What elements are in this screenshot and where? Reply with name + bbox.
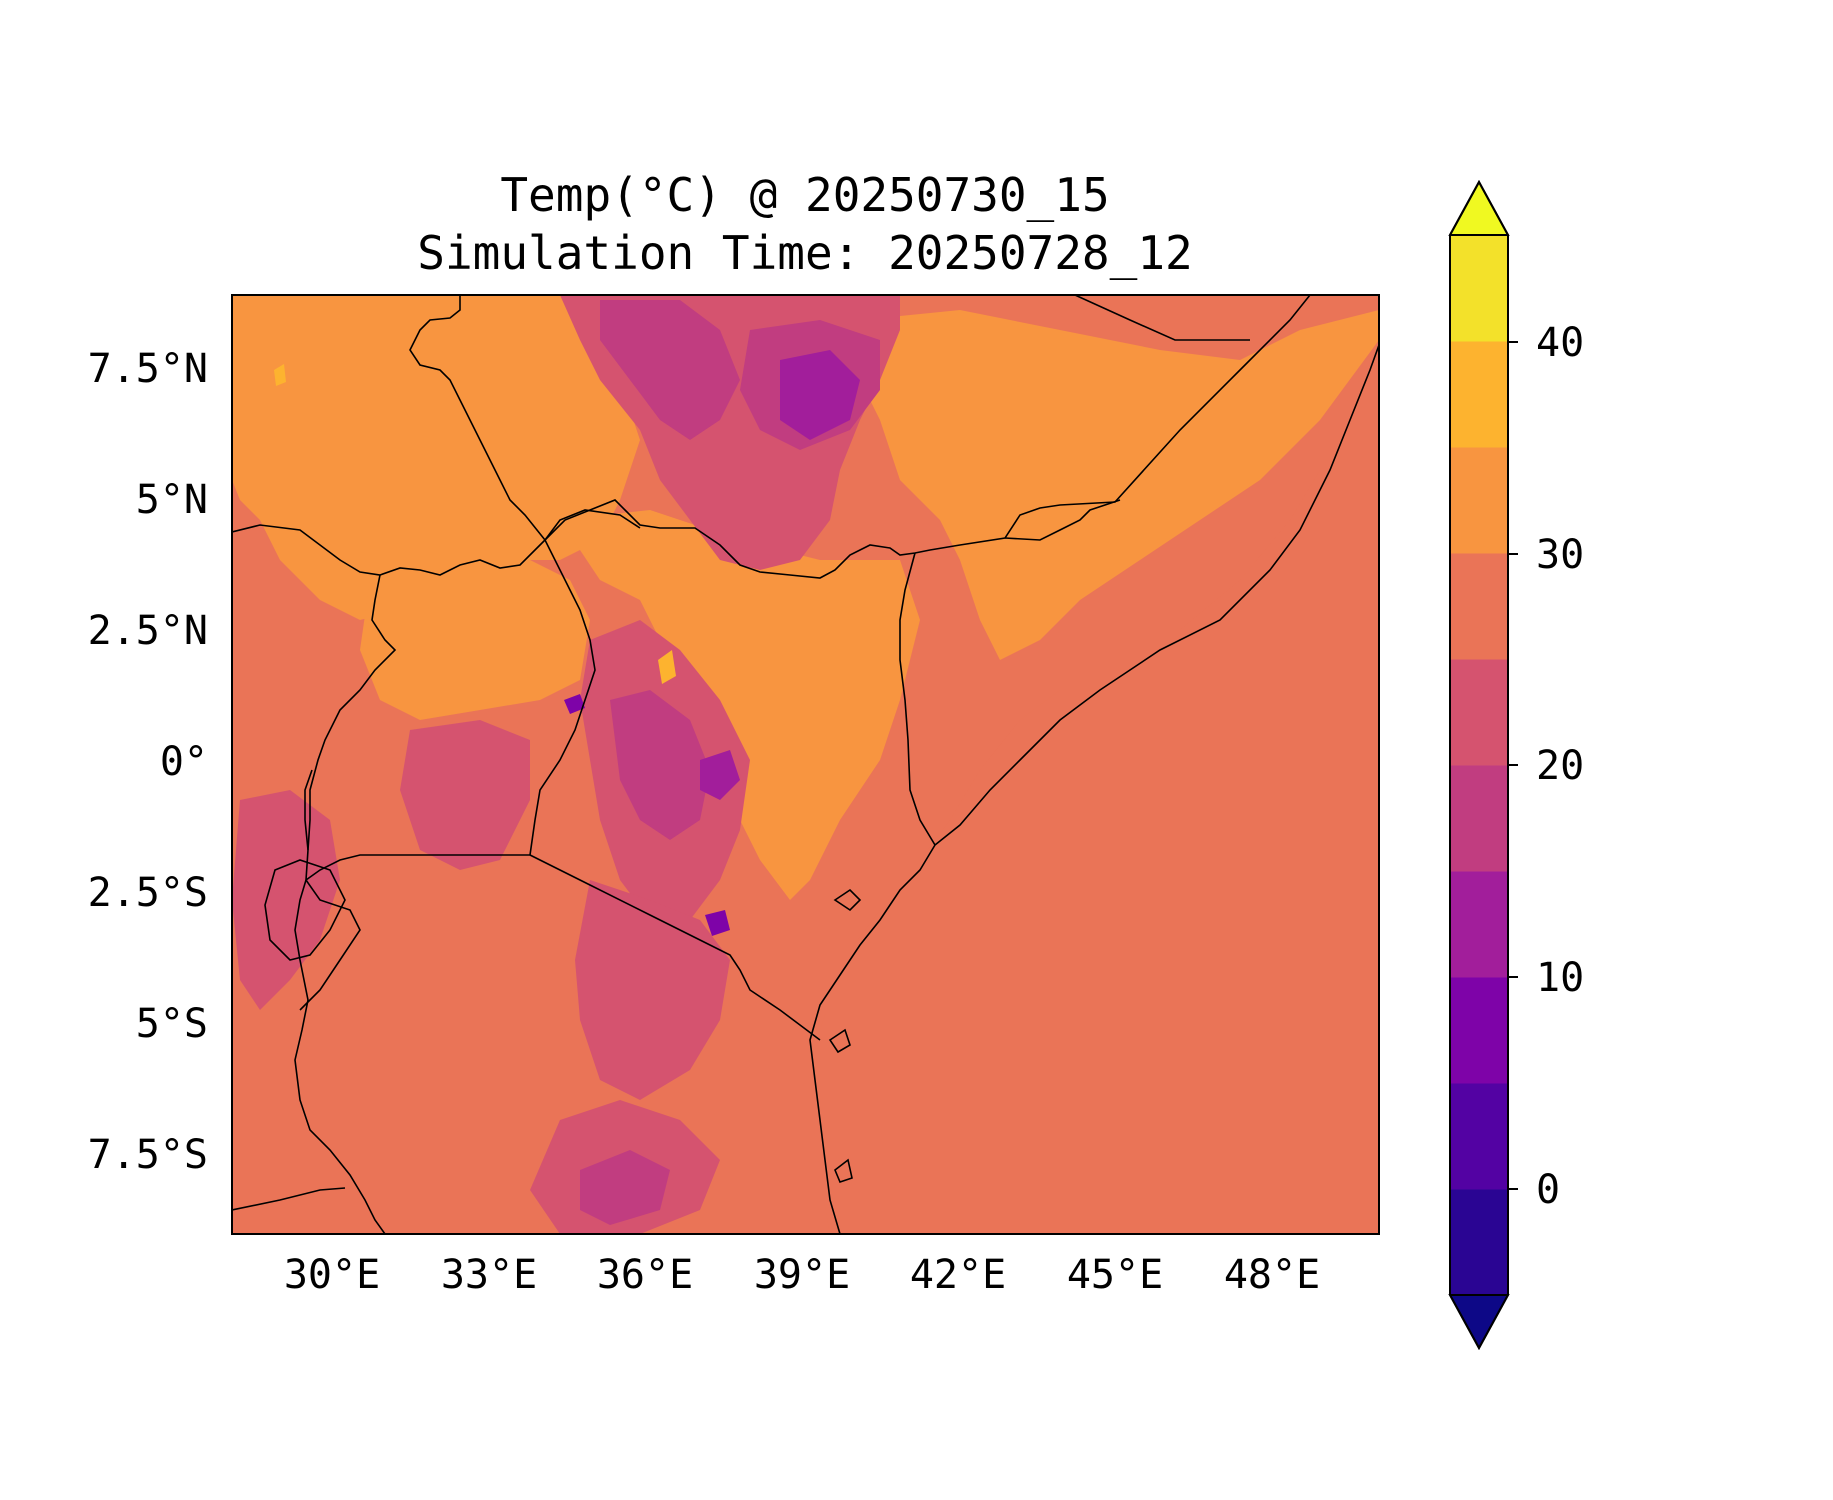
colorbar-tick-20: 20: [1536, 743, 1584, 789]
lat-tick-7.5s: 7.5°S: [88, 1132, 208, 1178]
coldest-ethiopia: [780, 350, 860, 440]
lat-tick-2.5n: 2.5°N: [88, 608, 208, 654]
lat-tick-5s: 5°S: [136, 1001, 208, 1047]
hot-region-kenya-north: [560, 510, 920, 900]
map-frame: [231, 294, 1380, 1235]
highland-lake-victoria-region: [400, 720, 530, 870]
colorbar-band-5-10: [1450, 977, 1508, 1084]
highland-rwanda-burundi: [232, 790, 340, 1010]
peaks-kenya-highlands: [610, 690, 710, 840]
hot-region-uganda-north: [360, 560, 590, 720]
hot-spot-turkana: [658, 650, 676, 684]
colorbar-extend-under: [1448, 1294, 1510, 1351]
lat-tick-2.5s: 2.5°S: [88, 870, 208, 916]
lon-tick-39e: 39°E: [754, 1252, 850, 1298]
lon-tick-labels: 30°E 33°E 36°E 39°E 42°E 45°E 48°E: [284, 1252, 1320, 1298]
colorbar-band-0-5: [1450, 1083, 1508, 1190]
map-title-line1: Temp(°C) @ 20250730_15: [500, 168, 1110, 222]
hot-region-sudan: [232, 295, 640, 620]
lon-tick-36e: 36°E: [597, 1252, 693, 1298]
lat-tick-7.5n: 7.5°N: [88, 346, 208, 392]
lon-tick-42e: 42°E: [910, 1252, 1006, 1298]
colorbar-bands: [1450, 235, 1508, 1296]
colorbar-band-30-35: [1450, 447, 1508, 554]
colorbar: 40 30 20 10 0: [1448, 179, 1584, 1351]
country-borders: [232, 295, 1379, 1234]
colorbar-band-40-45: [1450, 235, 1508, 342]
colorbar-outline: [1449, 179, 1509, 1351]
colorbar-band-20-25: [1450, 659, 1508, 766]
peaks-tanzania-south: [580, 1150, 670, 1225]
map-title-line2: Simulation Time: 20250728_12: [417, 226, 1193, 280]
lon-tick-30e: 30°E: [284, 1252, 380, 1298]
coldest-elgon: [564, 694, 585, 714]
colorbar-band--5-0: [1450, 1189, 1508, 1296]
lat-tick-5n: 5°N: [136, 477, 208, 523]
lon-tick-48e: 48°E: [1224, 1252, 1320, 1298]
lon-tick-33e: 33°E: [441, 1252, 537, 1298]
colorbar-tick-10: 10: [1536, 955, 1584, 1001]
coldest-kenya-mt: [700, 750, 740, 800]
lat-tick-0: 0°: [160, 739, 208, 785]
lat-tick-labels: 7.5°N 5°N 2.5°N 0° 2.5°S 5°S 7.5°S: [88, 346, 208, 1178]
colorbar-band-25-30: [1450, 553, 1508, 660]
colorbar-extend-over: [1448, 179, 1510, 236]
hot-region-horn-interior: [860, 310, 1379, 660]
colorbar-ticks: 40 30 20 10 0: [1508, 320, 1584, 1213]
map-area: [232, 295, 1379, 1234]
colorbar-band-10-15: [1450, 871, 1508, 978]
coldest-kilimanjaro: [705, 910, 730, 936]
indian-ocean: [810, 340, 1379, 1234]
hot-spot-sudan-west: [274, 364, 286, 386]
peaks-ethiopia: [600, 300, 740, 440]
colorbar-tick-30: 30: [1536, 532, 1584, 578]
colorbar-tick-40: 40: [1536, 320, 1584, 366]
colorbar-band-15-20: [1450, 765, 1508, 872]
colorbar-tick-0: 0: [1536, 1167, 1560, 1213]
lon-tick-45e: 45°E: [1067, 1252, 1163, 1298]
colorbar-band-35-40: [1450, 341, 1508, 448]
